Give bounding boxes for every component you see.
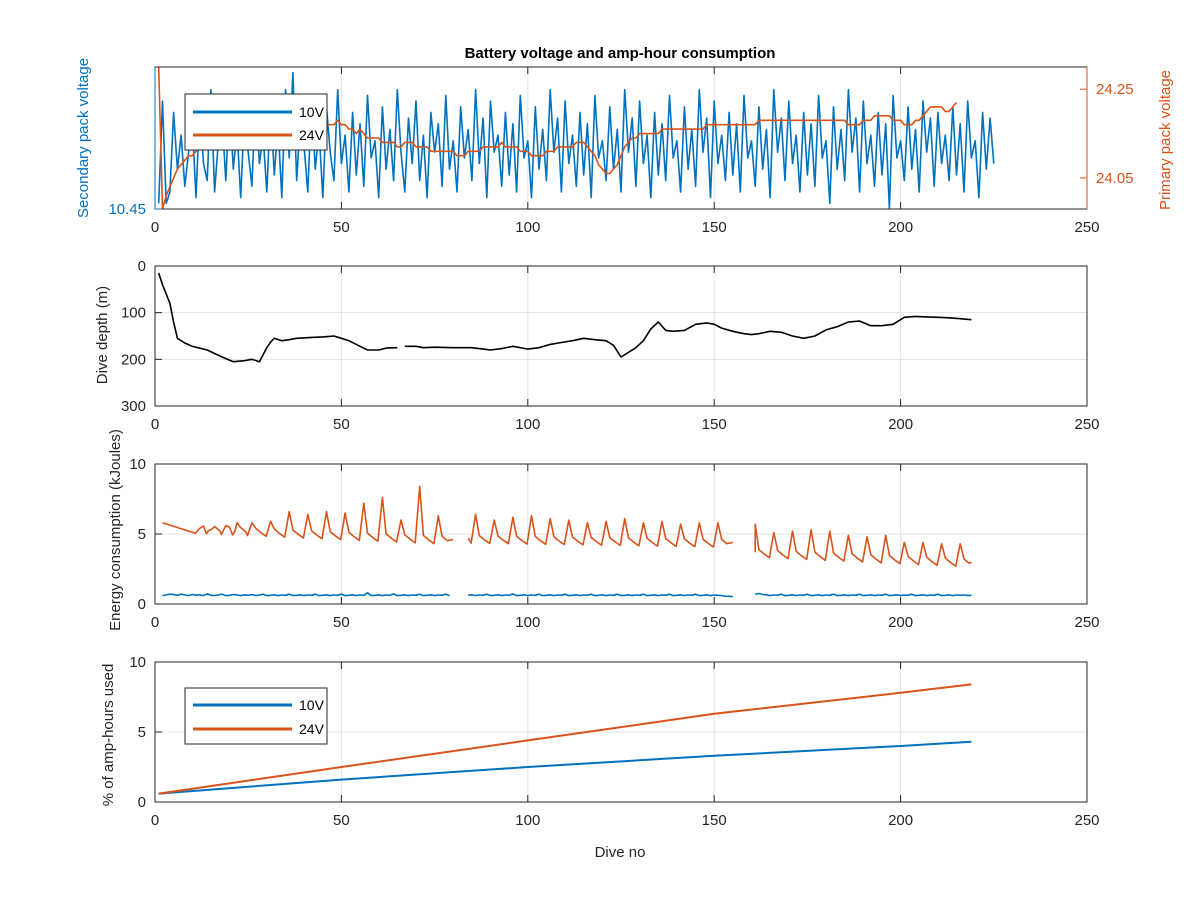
- series-group: [162, 485, 972, 598]
- series-line-24v: [162, 485, 972, 567]
- x-tick-label: 0: [151, 812, 159, 829]
- legend-label-24v: 24V: [299, 127, 325, 143]
- x-tick-label: 200: [888, 614, 913, 631]
- y-tick-label: 0: [138, 258, 146, 275]
- y-tick-label: 10: [129, 654, 146, 671]
- x-tick-label: 100: [515, 416, 540, 433]
- y-tick-label: 100: [121, 305, 146, 322]
- x-tick-label: 0: [151, 416, 159, 433]
- series-group: [158, 683, 972, 795]
- x-tick-label: 100: [515, 812, 540, 829]
- y-tick-label: 5: [138, 724, 146, 741]
- y-tick-label: 200: [121, 351, 146, 368]
- series-group: [157, 272, 972, 363]
- y-tick-label: 5: [138, 526, 146, 543]
- battery-voltage-panel: 0 50 100 150 200 250 10.45 24.05 24.25: [108, 66, 1134, 236]
- x-tick-label: 200: [888, 416, 913, 433]
- plot-area: [155, 266, 1087, 406]
- energy-consumption-panel: 0 50 100 150 200 250 0 5 10: [129, 456, 1099, 631]
- x-tick-label: 50: [333, 219, 350, 236]
- x-tick-label: 50: [333, 614, 350, 631]
- legend-amp-hours: 10V 24V: [184, 687, 328, 745]
- x-tick-label: 250: [1074, 219, 1099, 236]
- y-axis-label-secondary-voltage: Secondary pack voltage: [75, 58, 92, 218]
- legend-label-10v: 10V: [299, 697, 325, 713]
- y-axis-label-dive-depth: Dive depth (m): [94, 286, 111, 384]
- y-axis-label-amp-hours: % of amp-hours used: [100, 664, 117, 807]
- x-tick-label: 50: [333, 812, 350, 829]
- x-tick-label: 250: [1074, 614, 1099, 631]
- legend-label-24v: 24V: [299, 721, 325, 737]
- axes-frame: [154, 265, 1088, 407]
- x-tick-label: 150: [702, 614, 727, 631]
- x-tick-label: 150: [702, 812, 727, 829]
- dive-depth-panel: 0 50 100 150 200 250 0 100 200 300: [121, 258, 1100, 433]
- x-tick-label: 150: [702, 416, 727, 433]
- y-right-tick-label: 24.05: [1096, 170, 1134, 187]
- legend-voltage: 10V 24V: [184, 93, 328, 151]
- x-tick-label: 250: [1074, 416, 1099, 433]
- series-line-depth: [157, 272, 972, 363]
- x-tick-label: 100: [515, 219, 540, 236]
- chart-title: Battery voltage and amp-hour consumption: [465, 45, 776, 62]
- x-tick-label: 50: [333, 416, 350, 433]
- y-tick-label: 300: [121, 398, 146, 415]
- legend-label-10v: 10V: [299, 104, 325, 120]
- y-tick-label: 0: [138, 794, 146, 811]
- y-right-tick-label: 24.25: [1096, 81, 1134, 98]
- y-tick-label: 0: [138, 596, 146, 613]
- x-tick-label: 250: [1074, 812, 1099, 829]
- y-tick-label: 10.45: [108, 201, 146, 218]
- x-tick-label: 100: [515, 614, 540, 631]
- series-line-10v: [157, 71, 995, 209]
- y-tick-label: 10: [129, 456, 146, 473]
- x-tick-label: 150: [702, 219, 727, 236]
- series-line-24v: [158, 683, 972, 795]
- series-line-10v: [158, 740, 972, 795]
- series-line-10v: [162, 592, 972, 598]
- x-tick-label: 200: [888, 219, 913, 236]
- y-axis-label-energy: Energy consumption (kJoules): [107, 429, 124, 631]
- x-tick-label: 0: [151, 614, 159, 631]
- x-axis-label: Dive no: [595, 844, 646, 861]
- y-axis-label-primary-voltage: Primary pack voltage: [1157, 70, 1174, 210]
- x-tick-label: 200: [888, 812, 913, 829]
- x-tick-label: 0: [151, 219, 159, 236]
